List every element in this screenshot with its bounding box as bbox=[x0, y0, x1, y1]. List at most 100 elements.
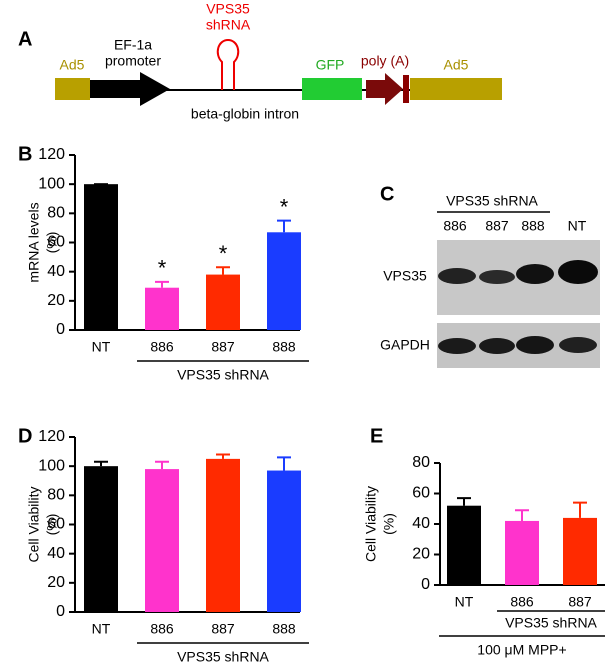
error-bar bbox=[155, 280, 169, 288]
y-tick-label: 20 bbox=[47, 292, 65, 309]
x-tick-label: NT bbox=[92, 339, 111, 355]
lane-label: 888 bbox=[521, 218, 545, 234]
bar bbox=[447, 505, 481, 585]
x-tick-label: 886 bbox=[150, 621, 174, 637]
significance-mark: * bbox=[280, 194, 289, 219]
x-tick-label: NT bbox=[92, 621, 111, 637]
panel-label: B bbox=[18, 143, 32, 165]
ad5-box bbox=[55, 78, 90, 100]
group-label: 100 μM MPP+ bbox=[477, 642, 566, 658]
ad5-label: Ad5 bbox=[60, 57, 85, 73]
panel-label: A bbox=[18, 28, 32, 50]
western-blot: C VPS35 shRNA 886 887 888 NT VPS35 GAPDH bbox=[380, 183, 600, 368]
error-bar bbox=[216, 453, 230, 459]
y-tick-label: 120 bbox=[38, 428, 65, 445]
error-bar bbox=[573, 501, 587, 518]
bar bbox=[84, 184, 118, 330]
ad5-box bbox=[410, 78, 502, 100]
bar bbox=[267, 470, 301, 612]
panel-label: E bbox=[370, 425, 383, 447]
error-bar bbox=[277, 219, 291, 233]
promoter-label: EF-1a bbox=[114, 37, 152, 53]
band bbox=[558, 260, 598, 284]
group-label: VPS35 shRNA bbox=[446, 193, 538, 209]
x-tick-label: 888 bbox=[272, 621, 296, 637]
lane-label: 886 bbox=[443, 218, 467, 234]
bar bbox=[206, 458, 240, 612]
group-label: VPS35 shRNA bbox=[177, 649, 269, 664]
band bbox=[516, 336, 554, 354]
bar bbox=[84, 466, 118, 612]
row-label: VPS35 bbox=[383, 268, 427, 284]
y-tick-label: 60 bbox=[47, 234, 65, 251]
y-tick-label: 40 bbox=[47, 263, 65, 280]
group-label: VPS35 shRNA bbox=[177, 367, 269, 383]
band bbox=[479, 338, 515, 354]
x-tick-label: NT bbox=[455, 594, 474, 610]
error-bar bbox=[457, 497, 471, 506]
y-tick-label: 0 bbox=[56, 321, 65, 338]
x-tick-label: 888 bbox=[272, 339, 296, 355]
error-bar bbox=[216, 266, 230, 275]
y-tick-label: 100 bbox=[38, 175, 65, 192]
y-tick-label: 60 bbox=[47, 516, 65, 533]
hairpin bbox=[216, 38, 240, 90]
polya-label: poly (A) bbox=[361, 53, 409, 69]
shrna-label: shRNA bbox=[206, 17, 251, 33]
promoter-label: promoter bbox=[105, 53, 161, 69]
y-axis-label: Cell Viability bbox=[26, 487, 42, 563]
y-tick-label: 40 bbox=[412, 515, 430, 532]
band bbox=[516, 264, 554, 284]
x-tick-label: 886 bbox=[510, 594, 534, 610]
error-bar bbox=[515, 509, 529, 521]
y-tick-label: 80 bbox=[47, 205, 65, 222]
gfp-box bbox=[302, 78, 362, 100]
ad5-label: Ad5 bbox=[444, 57, 469, 73]
panel-label: D bbox=[18, 425, 32, 447]
panel-label: C bbox=[380, 183, 394, 205]
bar bbox=[563, 517, 597, 585]
polya-arrow bbox=[366, 73, 403, 105]
y-tick-label: 20 bbox=[47, 574, 65, 591]
bar bbox=[505, 520, 539, 585]
promoter-arrow bbox=[90, 72, 170, 106]
shrna-label: VPS35 bbox=[206, 1, 250, 17]
significance-mark: * bbox=[158, 256, 167, 281]
bar bbox=[267, 232, 301, 330]
lane-label: NT bbox=[568, 218, 587, 234]
y-tick-label: 0 bbox=[56, 603, 65, 620]
y-tick-label: 120 bbox=[38, 146, 65, 163]
y-tick-label: 20 bbox=[412, 546, 430, 563]
x-tick-label: 887 bbox=[568, 594, 592, 610]
bar bbox=[145, 287, 179, 330]
row-label: GAPDH bbox=[380, 337, 430, 353]
y-axis-label: mRNA levels bbox=[26, 202, 42, 282]
gfp-label: GFP bbox=[316, 57, 345, 73]
lane-label: 887 bbox=[485, 218, 509, 234]
y-tick-label: 0 bbox=[421, 576, 430, 593]
x-tick-label: 887 bbox=[211, 339, 235, 355]
y-axis-label: (%) bbox=[381, 513, 397, 535]
y-tick-label: 80 bbox=[47, 487, 65, 504]
y-axis-label: (%) bbox=[44, 232, 60, 254]
band bbox=[479, 270, 515, 284]
y-tick-label: 100 bbox=[38, 457, 65, 474]
error-bar bbox=[277, 456, 291, 471]
y-axis-label: (%) bbox=[44, 514, 60, 536]
error-bar bbox=[155, 460, 169, 470]
y-tick-label: 80 bbox=[412, 454, 430, 471]
group-label: VPS35 shRNA bbox=[505, 615, 597, 631]
x-tick-label: 886 bbox=[150, 339, 174, 355]
y-tick-label: 60 bbox=[412, 485, 430, 502]
y-tick-label: 40 bbox=[47, 545, 65, 562]
error-bar bbox=[94, 460, 108, 467]
intron-label: beta-globin intron bbox=[191, 106, 299, 122]
construct-diagram: A Ad5 EF-1a promoter VPS35 shRNA beta-gl… bbox=[18, 1, 502, 122]
bar bbox=[145, 469, 179, 612]
band bbox=[438, 268, 476, 284]
polya-bar bbox=[403, 75, 409, 103]
band bbox=[438, 338, 476, 354]
band bbox=[559, 337, 597, 353]
y-axis-label: Cell Viability bbox=[363, 486, 379, 562]
